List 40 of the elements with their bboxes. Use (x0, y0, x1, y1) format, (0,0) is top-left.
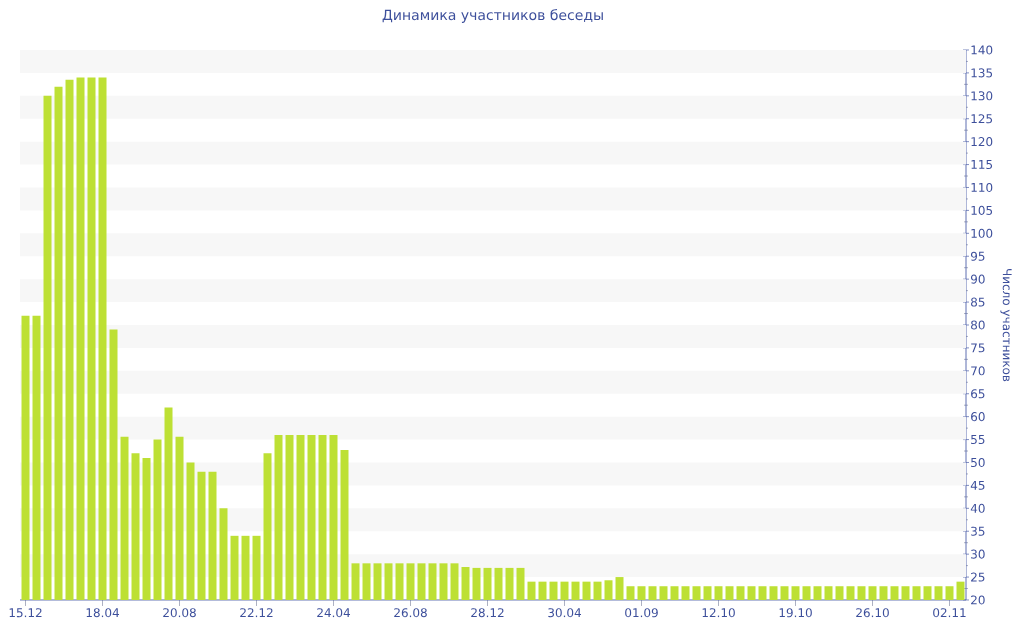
x-tick-label: 20.08 (163, 608, 196, 618)
y-tick-label: 65 (971, 389, 985, 399)
y-tick-label: 80 (971, 320, 985, 330)
x-tick-label: 18.04 (86, 608, 120, 618)
y-tick-label: 110 (971, 182, 993, 193)
y-tick-label: 35 (971, 526, 985, 536)
x-tick-label: 12.10 (702, 608, 735, 618)
y-tick-label: 95 (970, 251, 985, 261)
y-axis-title: Число участников (1000, 269, 1012, 382)
y-tick-label: 135 (971, 68, 993, 78)
y-tick-label: 70 (971, 366, 985, 376)
y-tick-label: 55 (971, 435, 985, 445)
x-tick-label: 26.08 (394, 608, 427, 618)
y-tick-label: 105 (971, 205, 993, 215)
x-tick-label: 26.10 (856, 608, 889, 618)
y-tick-label: 30 (971, 549, 985, 559)
x-tick-label: 02.11 (933, 608, 966, 618)
x-tick-label: 24.04 (317, 608, 351, 618)
y-tick-label: 25 (971, 572, 985, 582)
y-tick-label: 120 (971, 137, 993, 147)
x-tick-label: 01.09 (625, 608, 658, 618)
y-tick-label: 85 (971, 297, 985, 307)
x-tick-label: 30.04 (548, 608, 582, 618)
y-tick-label: 140 (971, 45, 993, 55)
y-tick-label: 100 (971, 228, 993, 238)
y-tick-label: 75 (971, 343, 985, 353)
chart-title: Динамика участников беседы (382, 9, 603, 23)
y-tick-label: 125 (971, 114, 993, 124)
y-tick-label: 20 (971, 595, 985, 605)
x-tick-label: 28.12 (471, 608, 504, 618)
y-tick-label: 115 (971, 160, 993, 170)
y-tick-label: 130 (971, 91, 993, 101)
y-tick-label: 50 (971, 457, 985, 468)
y-tick-label: 45 (970, 480, 985, 490)
y-tick-label: 90 (970, 274, 985, 284)
x-tick-label: 19.10 (779, 608, 812, 618)
y-tick-label: 60 (971, 412, 985, 422)
x-tick-label: 22.12 (240, 608, 273, 618)
x-tick-label: 15.12 (9, 608, 42, 618)
y-tick-label: 40 (970, 503, 985, 513)
